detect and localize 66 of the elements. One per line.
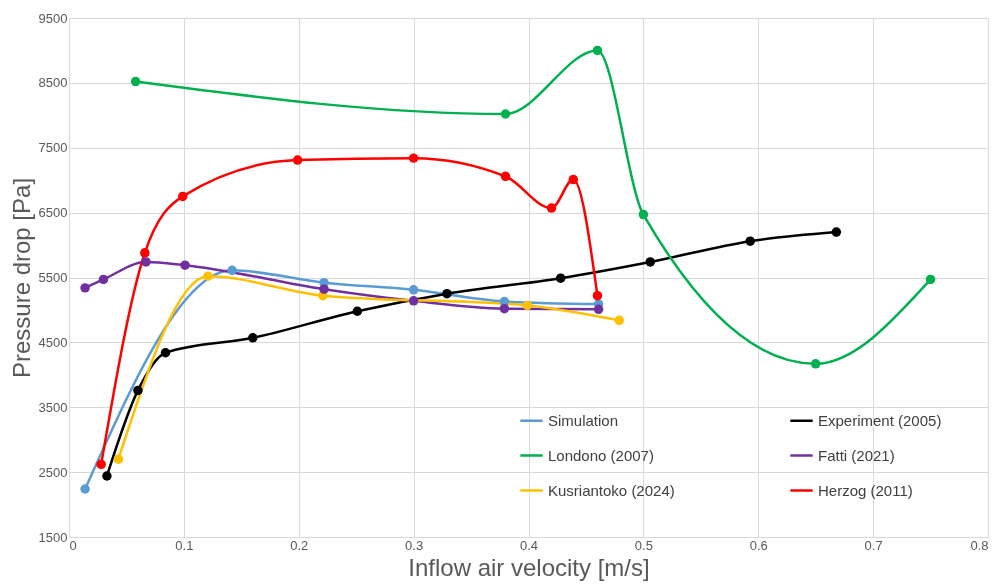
y-tick-label: 6500 bbox=[38, 205, 68, 221]
point bbox=[203, 271, 213, 281]
point bbox=[614, 315, 624, 326]
y-tick-label: 7500 bbox=[38, 140, 68, 156]
point bbox=[227, 265, 237, 276]
point bbox=[113, 454, 124, 464]
y-tick-label: 1500 bbox=[38, 529, 68, 545]
y-axis-title: Pressure drop [Pa] bbox=[7, 177, 35, 379]
point bbox=[645, 257, 656, 267]
point bbox=[638, 209, 649, 220]
point bbox=[522, 300, 533, 311]
point bbox=[925, 274, 936, 285]
legend-label: Fatti (2021) bbox=[818, 446, 895, 464]
x-tick-label: 0.4 bbox=[519, 537, 539, 553]
point bbox=[592, 45, 603, 56]
x-tick-label: 0.3 bbox=[405, 537, 424, 553]
x-tick-label: 0.1 bbox=[175, 537, 194, 553]
legend-label: Kusriantoko (2024) bbox=[548, 481, 675, 499]
point bbox=[408, 153, 419, 163]
x-tick-label: 0.5 bbox=[634, 537, 653, 553]
point bbox=[80, 484, 90, 494]
point bbox=[133, 385, 143, 396]
point bbox=[592, 290, 603, 301]
point bbox=[442, 288, 452, 299]
y-tick-label: 4500 bbox=[38, 334, 68, 350]
point bbox=[319, 284, 329, 294]
x-tick-label: 0.8 bbox=[970, 537, 989, 553]
point bbox=[80, 283, 90, 293]
point bbox=[160, 348, 171, 358]
y-tick-label: 3500 bbox=[38, 399, 68, 415]
point bbox=[96, 459, 106, 470]
point bbox=[499, 303, 510, 314]
x-axis-title: Inflow air velocity [m/s] bbox=[408, 553, 650, 581]
point bbox=[352, 306, 363, 316]
legend-label: Londono (2007) bbox=[548, 446, 654, 464]
x-tick-label: 0.6 bbox=[749, 537, 768, 553]
point bbox=[831, 227, 842, 237]
legend-label: Herzog (2011) bbox=[818, 481, 913, 499]
point bbox=[408, 285, 419, 295]
y-tick-label: 9500 bbox=[38, 10, 68, 26]
point bbox=[568, 174, 579, 185]
point bbox=[98, 274, 109, 285]
point bbox=[177, 191, 188, 202]
point bbox=[810, 359, 821, 369]
point bbox=[546, 203, 557, 213]
point bbox=[248, 333, 258, 343]
point bbox=[555, 273, 566, 283]
legend-label: Experiment (2005) bbox=[818, 411, 942, 429]
point bbox=[102, 471, 112, 481]
y-tick-label: 8500 bbox=[38, 75, 68, 91]
x-tick-label: 0.7 bbox=[864, 537, 883, 553]
point bbox=[292, 155, 303, 165]
point bbox=[140, 248, 150, 258]
point bbox=[500, 171, 511, 182]
point bbox=[745, 236, 755, 246]
point bbox=[180, 260, 190, 270]
point bbox=[408, 296, 419, 306]
point bbox=[500, 109, 511, 119]
y-tick-label: 2500 bbox=[38, 464, 68, 480]
y-tick-label: 5500 bbox=[38, 270, 68, 285]
point bbox=[130, 76, 141, 87]
legend-label: Simulation bbox=[548, 411, 619, 429]
x-tick-label: 0 bbox=[69, 537, 77, 553]
point bbox=[141, 257, 151, 267]
point bbox=[593, 304, 604, 315]
x-tick-label: 0.2 bbox=[290, 537, 309, 553]
